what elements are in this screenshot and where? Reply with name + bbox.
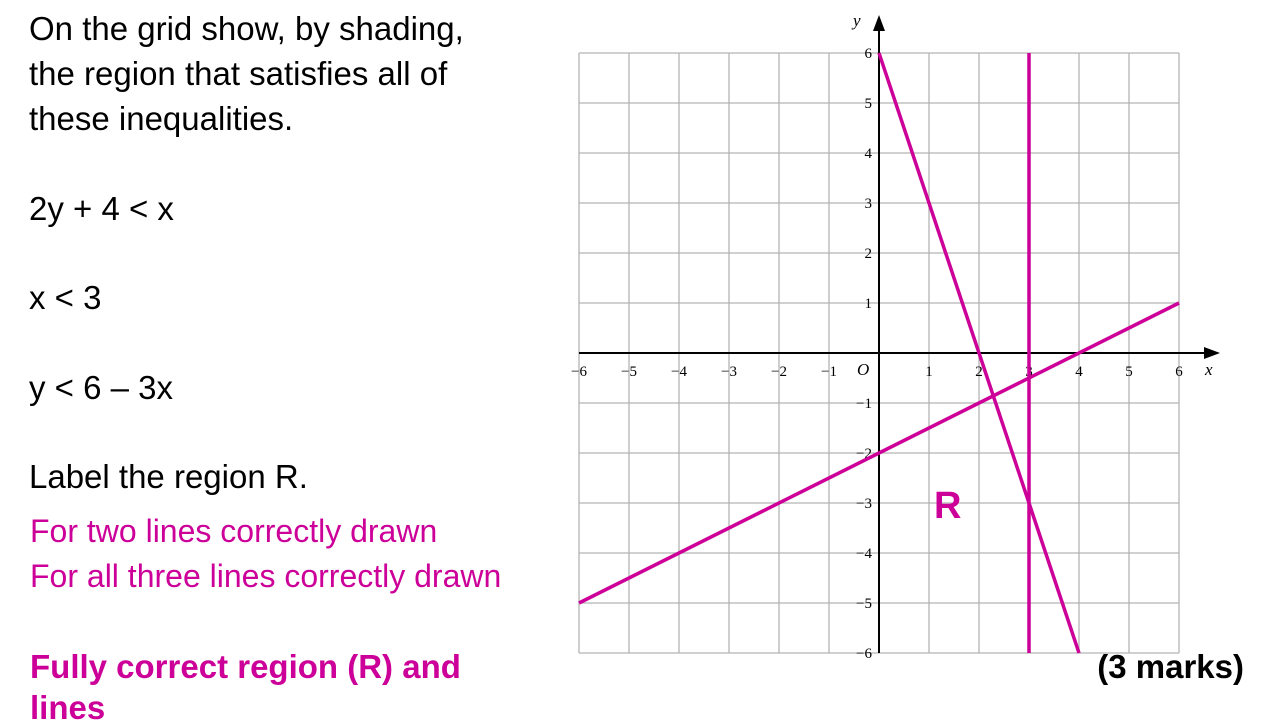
- mark-scheme-line-1: For two lines correctly drawn: [30, 513, 438, 549]
- x-tick-label: −3: [721, 364, 737, 380]
- y-tick-label: 6: [865, 46, 873, 62]
- y-tick-label: 1: [865, 296, 873, 312]
- x-tick-label: 4: [1075, 364, 1083, 380]
- y-tick-label: 3: [865, 196, 873, 212]
- region-r-label: R: [934, 485, 961, 527]
- y-tick-label: −5: [856, 596, 872, 612]
- x-tick-label: 6: [1175, 364, 1183, 380]
- y-tick-label: 5: [865, 96, 873, 112]
- y-tick-label: −4: [856, 546, 872, 562]
- y-axis-arrow-icon: [873, 15, 885, 31]
- y-axis-label: y: [851, 11, 861, 30]
- question-line-1: On the grid show, by shading,: [29, 10, 464, 47]
- origin-label: O: [857, 360, 869, 379]
- axes: [579, 15, 1220, 653]
- question-line-2: the region that satisfies all of: [29, 55, 448, 92]
- y-tick-label: −1: [856, 396, 872, 412]
- x-tick-label: −6: [571, 364, 587, 380]
- inequality-1: 2y + 4 < x: [29, 190, 174, 227]
- boundary-lines: [578, 52, 1180, 654]
- boundary-line-2: [578, 301, 1180, 605]
- x-tick-label: 1: [925, 364, 933, 380]
- inequality-2: x < 3: [29, 279, 102, 316]
- y-tick-label: −6: [856, 646, 872, 662]
- y-tick-label: 2: [865, 246, 873, 262]
- x-tick-label: −1: [821, 364, 837, 380]
- instruction: Label the region R.: [29, 458, 308, 495]
- boundary-line-1: [877, 52, 1081, 654]
- x-axis-arrow-icon: [1204, 347, 1220, 359]
- x-axis-label: x: [1204, 360, 1213, 379]
- x-tick-label: −4: [671, 364, 687, 380]
- y-tick-label: 4: [865, 146, 873, 162]
- inequality-3: y < 6 – 3x: [29, 369, 174, 406]
- y-tick-label: −3: [856, 496, 872, 512]
- marks-label: (3 marks): [1097, 648, 1244, 685]
- x-tick-label: −5: [621, 364, 637, 380]
- x-tick-label: 5: [1125, 364, 1133, 380]
- mark-scheme-final-1: Fully correct region (R) and: [30, 648, 461, 685]
- mark-scheme-line-2: For all three lines correctly drawn: [30, 558, 502, 594]
- question-line-3: these inequalities.: [29, 100, 294, 137]
- x-tick-label: 2: [975, 364, 983, 380]
- x-tick-label: −2: [771, 364, 787, 380]
